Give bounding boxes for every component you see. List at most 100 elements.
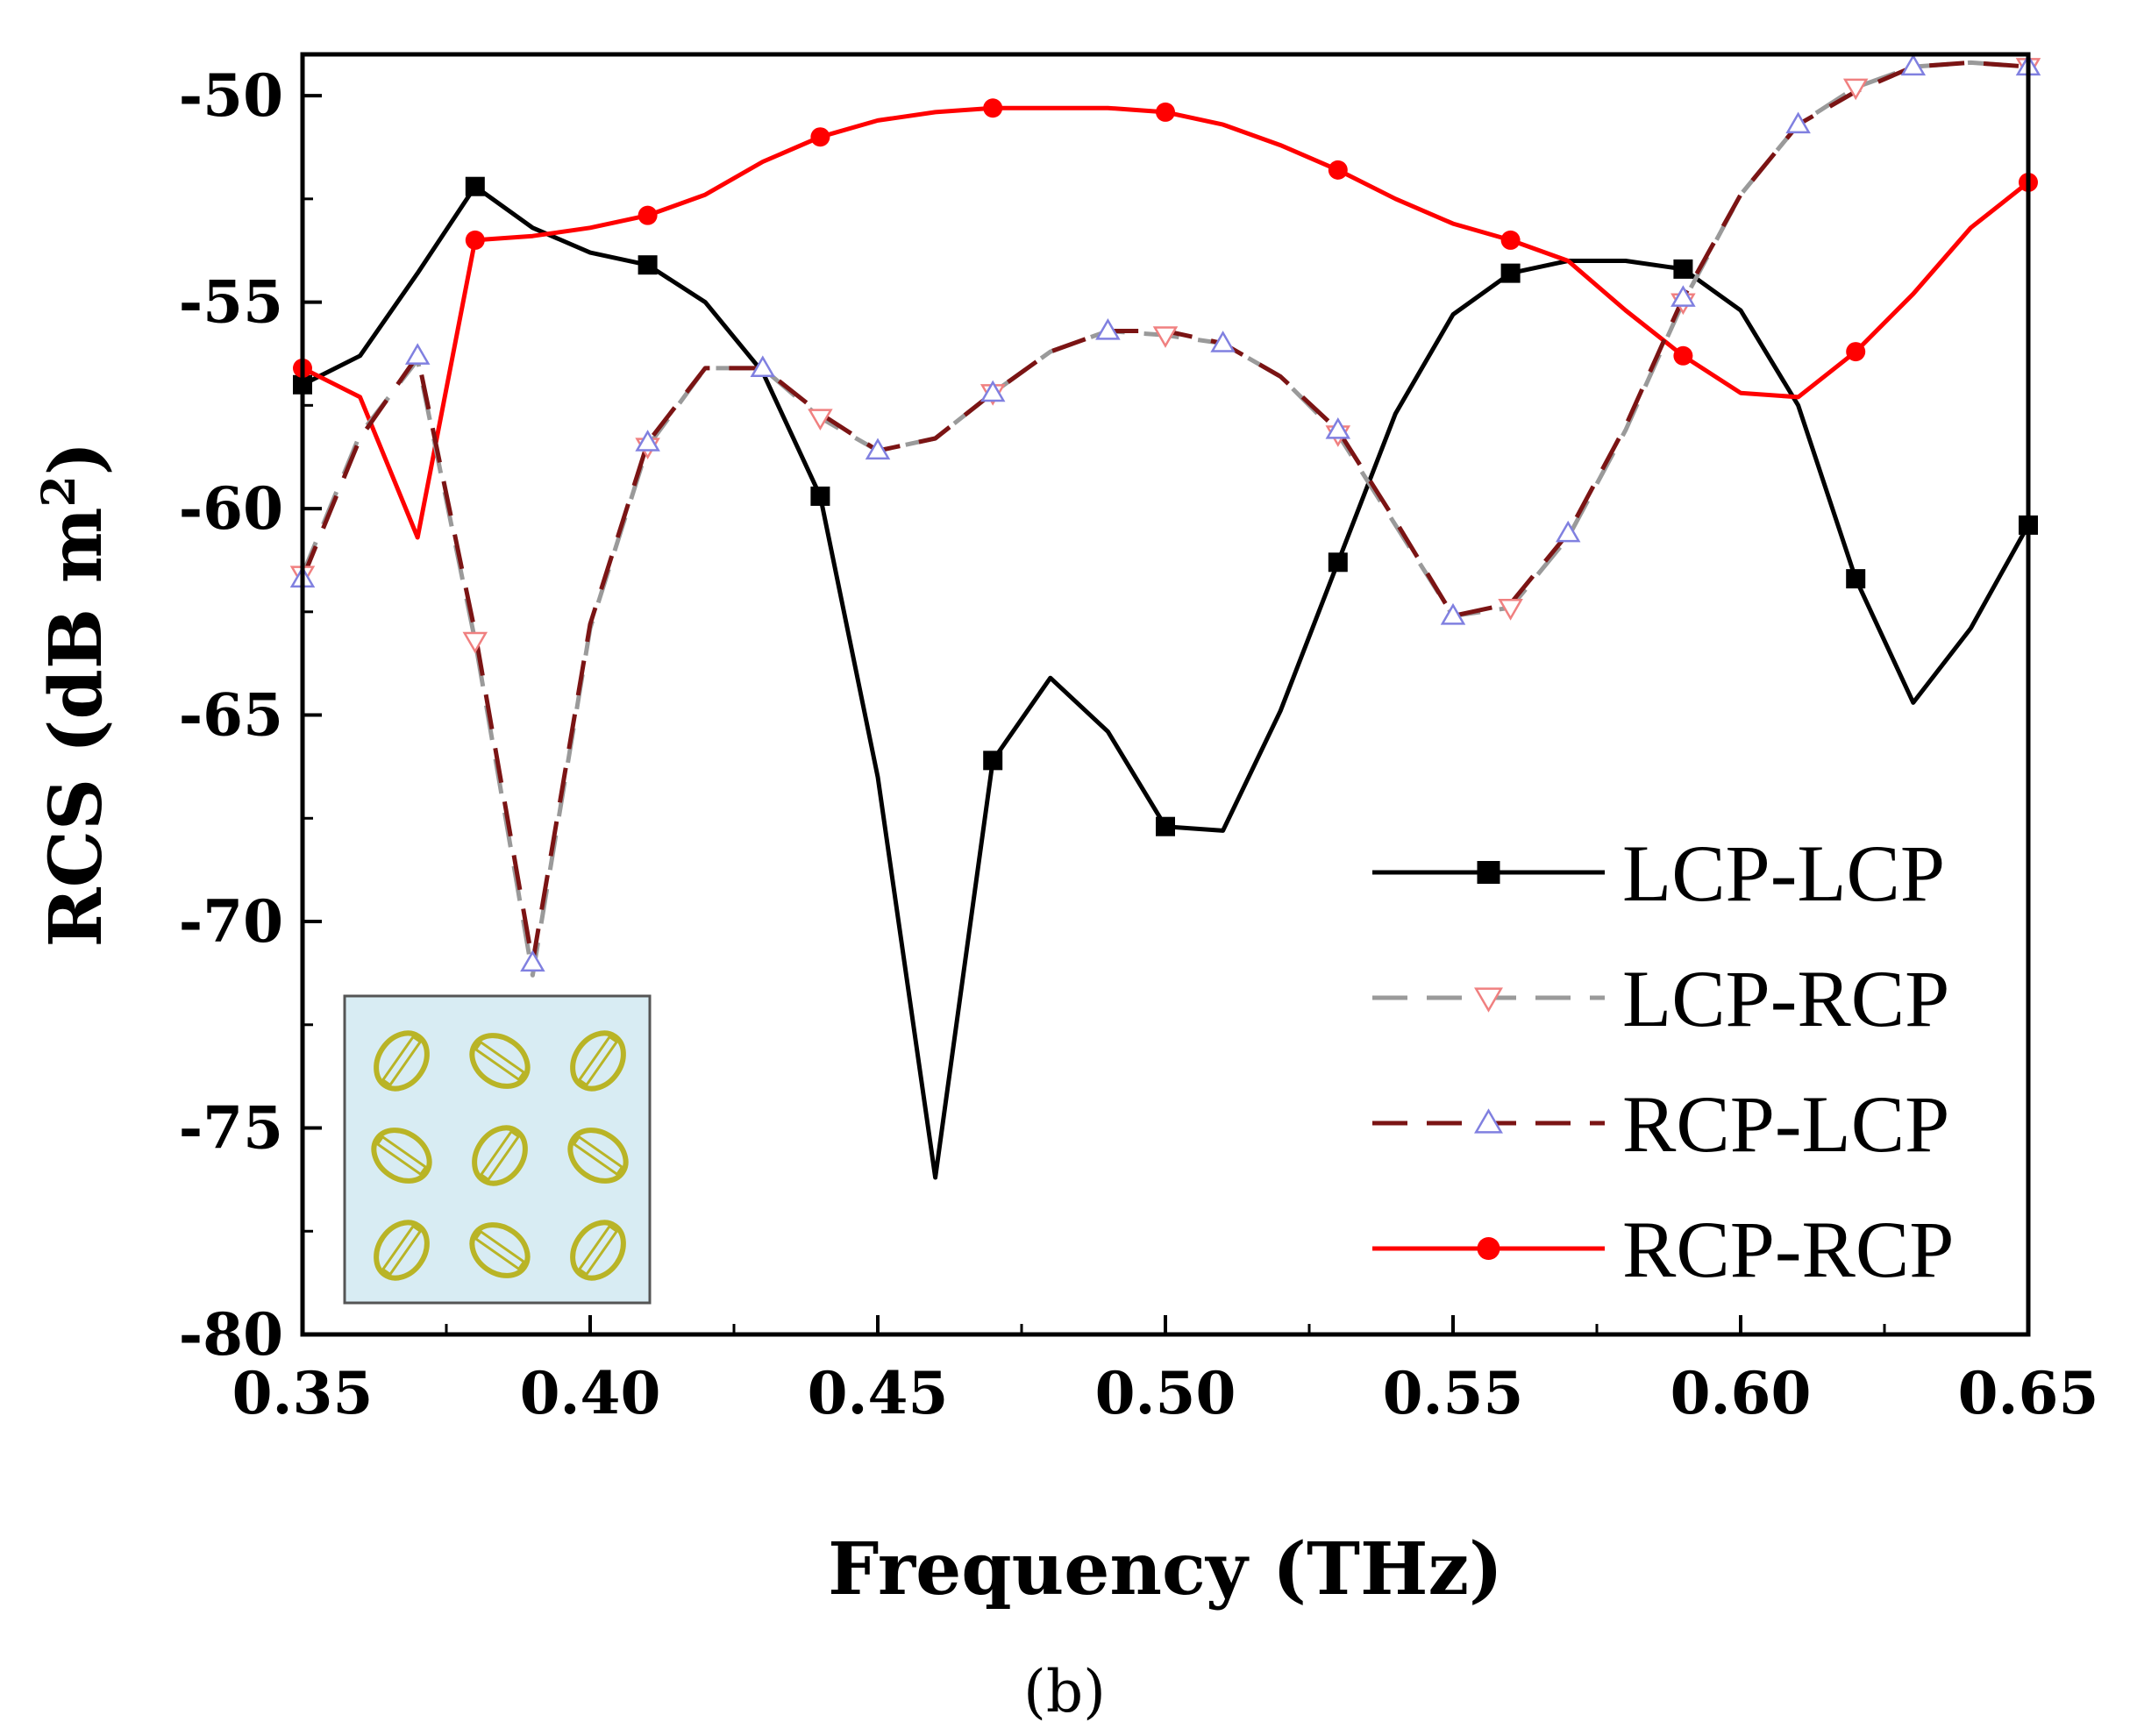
inset-cell <box>469 1222 531 1278</box>
y-tick-label: -60 <box>179 474 283 543</box>
inset-ring <box>374 1220 430 1281</box>
x-tick-label: 0.60 <box>1671 1359 1812 1427</box>
y-tick-label: -65 <box>179 681 283 750</box>
y-axis-title-close: ) <box>34 442 118 476</box>
marker-lcp-lcp <box>638 255 658 275</box>
marker-lcp-lcp <box>983 751 1003 771</box>
y-tick-label: -50 <box>179 61 283 130</box>
marker-rcp-lcp <box>1785 111 1811 134</box>
marker-rcp-rcp <box>983 98 1003 118</box>
inset-ring <box>374 1030 430 1092</box>
inset-cell <box>374 1220 430 1281</box>
x-tick-label: 0.55 <box>1383 1359 1524 1427</box>
marker-rcp-rcp <box>1156 102 1175 122</box>
inset-ring <box>570 1030 626 1092</box>
marker-rcp-rcp <box>1846 342 1866 362</box>
marker-rcp-lcp <box>635 430 660 452</box>
marker-lcp-lcp <box>1846 569 1866 589</box>
inset-ring <box>472 1125 528 1186</box>
marker-lcp-rcp <box>808 409 833 431</box>
x-tick-label: 0.35 <box>232 1359 374 1427</box>
marker-rcp-rcp <box>465 230 485 250</box>
inset-bar <box>474 1040 526 1082</box>
marker-rcp-rcp <box>638 205 658 225</box>
metasurface-inset <box>343 994 652 1305</box>
marker-lcp-lcp <box>1328 552 1348 573</box>
y-tick-label: -70 <box>179 887 283 956</box>
legend-marker-rcp-rcp <box>1477 1237 1500 1260</box>
y-axis-ticks: -80 -75 -70 -65 -60 -55 -50 <box>179 61 322 1369</box>
inset-ring <box>567 1128 629 1184</box>
marker-rcp-lcp <box>980 380 1006 402</box>
x-axis-title: Frequency (THz) <box>828 1527 1503 1611</box>
legend-label-rcp-rcp: RCP-RCP <box>1622 1205 1954 1294</box>
marker-lcp-rcp <box>462 631 488 654</box>
y-axis-title-main: RCS (dB m <box>34 508 118 948</box>
inset-bar <box>577 1035 619 1087</box>
inset-ring <box>469 1222 531 1278</box>
legend-label-rcp-lcp: RCP-LCP <box>1622 1079 1949 1169</box>
marker-rcp-rcp <box>810 127 830 147</box>
legend-marker-lcp-rcp <box>1474 987 1503 1013</box>
marker-rcp-lcp <box>1555 520 1581 543</box>
marker-lcp-rcp <box>1498 599 1523 621</box>
inset-ring <box>371 1128 432 1184</box>
legend-marker-lcp-lcp <box>1477 861 1500 884</box>
inset-cell <box>472 1125 528 1186</box>
marker-rcp-rcp <box>1328 160 1348 180</box>
marker-rcp-lcp <box>1440 602 1466 625</box>
x-tick-label: 0.50 <box>1095 1359 1236 1427</box>
inset-cell <box>567 1128 629 1184</box>
marker-rcp-lcp <box>1095 317 1121 340</box>
marker-lcp-lcp <box>1500 263 1521 283</box>
marker-lcp-rcp <box>1152 326 1179 348</box>
series-line-rcp-rcp <box>303 105 2028 540</box>
marker-lcp-lcp <box>1673 259 1693 279</box>
marker-rcp-lcp <box>750 355 776 377</box>
y-tick-label: -80 <box>179 1300 283 1369</box>
inset-cell <box>469 1033 531 1089</box>
marker-rcp-lcp <box>1671 285 1696 307</box>
marker-rcp-lcp <box>404 343 431 365</box>
inset-bar <box>375 1135 428 1177</box>
inset-ring <box>469 1033 531 1089</box>
x-tick-label: 0.40 <box>520 1359 661 1427</box>
inset-ring <box>570 1220 626 1281</box>
marker-lcp-rcp <box>1842 78 1869 101</box>
x-tick-label: 0.45 <box>808 1359 949 1427</box>
legend-marker-rcp-lcp <box>1474 1108 1503 1134</box>
legend-label-lcp-lcp: LCP-LCP <box>1622 829 1945 918</box>
inset-bar <box>474 1229 526 1271</box>
y-tick-label: -55 <box>179 268 283 337</box>
legend: LCP-LCP LCP-RCP RCP-LCP RCP-RCP <box>1372 829 1954 1294</box>
marker-layer <box>289 53 2041 972</box>
marker-lcp-lcp <box>810 486 830 506</box>
x-tick-label: 0.65 <box>1958 1359 2099 1427</box>
marker-rcp-lcp <box>520 950 545 972</box>
marker-lcp-lcp <box>465 176 485 196</box>
inset-cell <box>570 1220 626 1281</box>
inset-cell <box>374 1030 430 1092</box>
inset-cell <box>570 1030 626 1092</box>
inset-bar <box>381 1224 423 1277</box>
legend-label-lcp-rcp: LCP-RCP <box>1622 954 1949 1043</box>
inset-unit-cells <box>371 1030 629 1281</box>
inset-bar <box>381 1035 423 1087</box>
inset-bar <box>577 1224 619 1277</box>
y-tick-label: -75 <box>179 1094 283 1163</box>
inset-bar <box>479 1129 521 1182</box>
inset-bar <box>572 1135 624 1177</box>
marker-rcp-rcp <box>1673 345 1693 366</box>
marker-rcp-lcp <box>1210 331 1236 352</box>
x-axis-ticks: 0.35 0.40 0.45 0.50 0.55 0.60 0.65 <box>232 1315 2099 1427</box>
marker-rcp-lcp <box>1900 53 1927 76</box>
marker-lcp-lcp <box>1156 816 1175 836</box>
marker-rcp-rcp <box>1500 230 1521 250</box>
marker-rcp-lcp <box>865 438 891 460</box>
y-axis-title-superscript: 2 <box>32 475 86 507</box>
y-axis-title: RCS (dB m2) <box>32 442 118 948</box>
inset-cell <box>371 1128 432 1184</box>
figure-caption: (b) <box>1023 1658 1106 1725</box>
marker-rcp-lcp <box>1325 416 1351 439</box>
